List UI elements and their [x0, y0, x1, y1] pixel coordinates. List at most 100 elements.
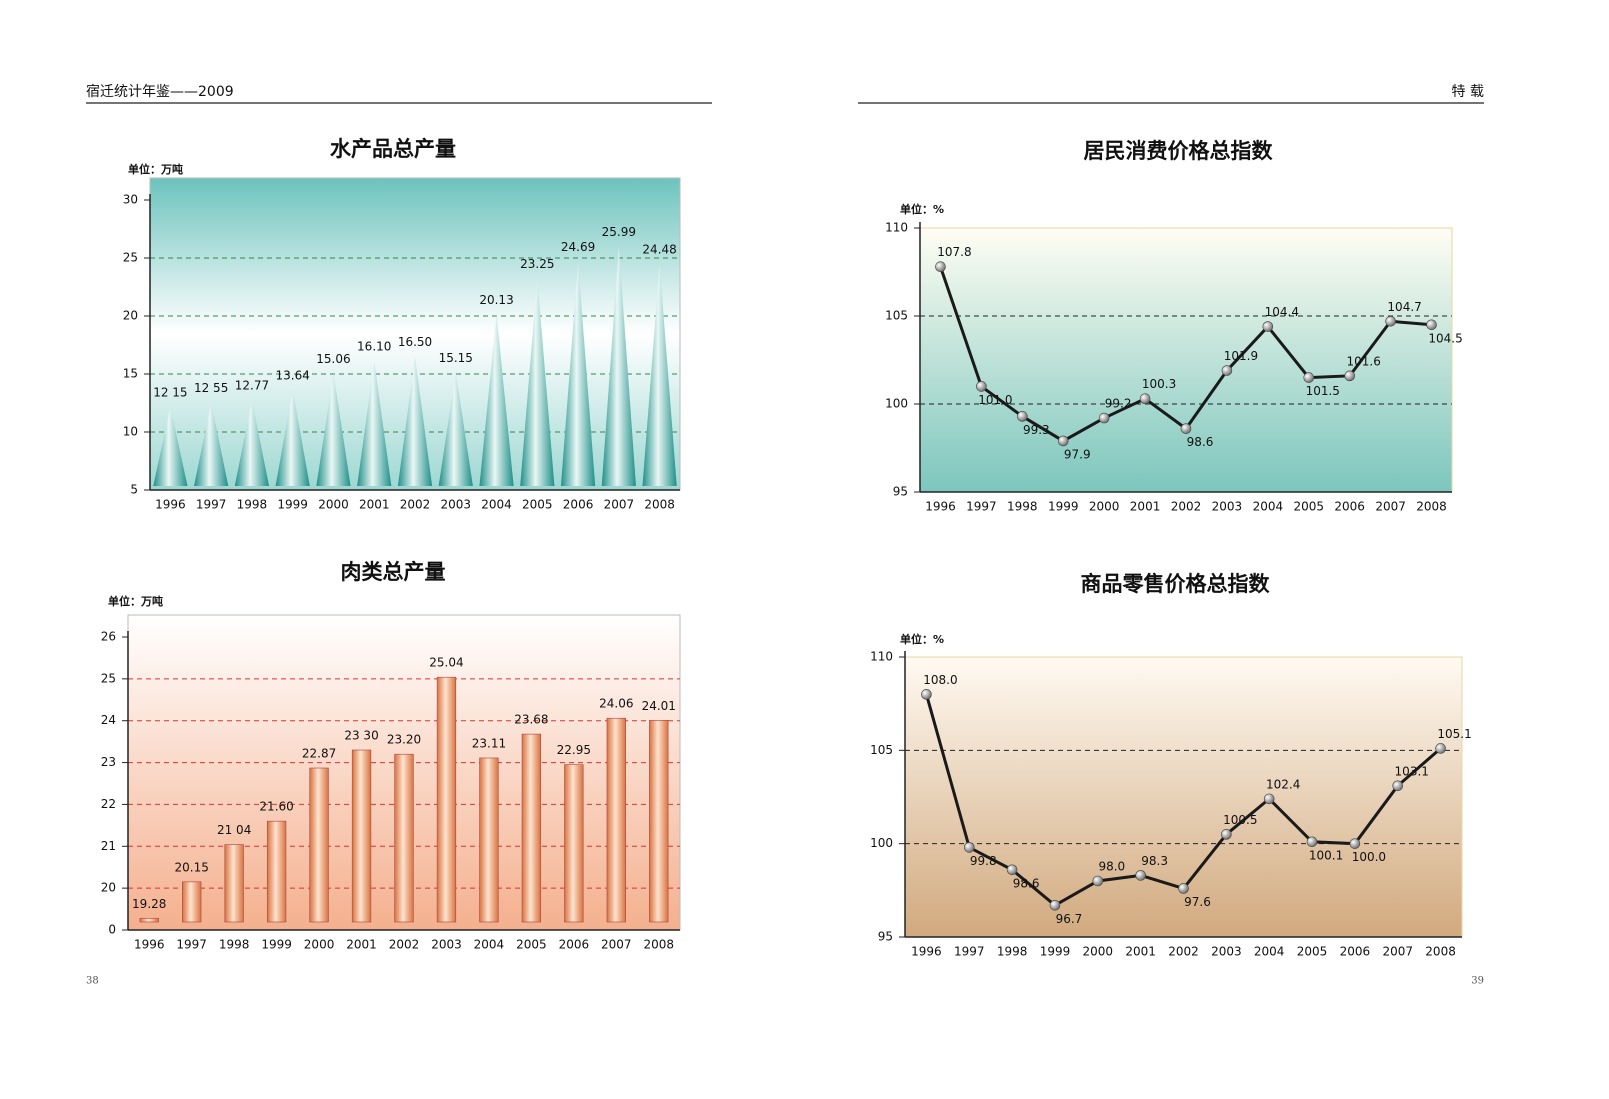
y-tick-label: 105	[885, 309, 908, 323]
y-tick-label: 95	[893, 485, 908, 499]
bar	[351, 749, 372, 923]
y-tick-label: 22	[101, 797, 116, 811]
value-label: 100.3	[1142, 377, 1176, 391]
value-label: 20.13	[479, 293, 513, 307]
value-label: 12 15	[153, 386, 187, 400]
bar	[266, 820, 287, 923]
x-tick-label: 2000	[1089, 500, 1120, 514]
page-number: 38	[86, 976, 99, 987]
value-label: 100.1	[1309, 848, 1343, 862]
point	[976, 381, 987, 392]
x-tick-label: 2003	[1211, 945, 1242, 959]
point	[1221, 365, 1233, 376]
point	[1392, 780, 1404, 792]
cone	[316, 373, 351, 486]
value-label: 20.15	[175, 860, 209, 874]
x-tick-label: 2005	[516, 938, 547, 952]
point	[1349, 838, 1361, 849]
cone	[357, 361, 392, 486]
x-tick-label: 2004	[1254, 945, 1285, 959]
x-tick-label: 2000	[318, 498, 349, 512]
x-tick-label: 2007	[1375, 500, 1406, 514]
value-label: 15.06	[316, 352, 350, 366]
y-tick-label: 25	[101, 671, 116, 685]
cone	[520, 278, 555, 486]
point	[1049, 899, 1061, 911]
x-tick-label: 2003	[440, 498, 471, 512]
y-tick-label: 21	[101, 839, 116, 853]
x-tick-label: 1999	[1048, 500, 1079, 514]
value-label: 25.99	[602, 225, 636, 239]
value-label: 23.11	[472, 736, 506, 750]
x-tick-label: 2004	[1253, 500, 1284, 514]
x-tick-label: 2000	[304, 938, 335, 952]
value-label: 99.2	[1105, 397, 1132, 411]
value-label: 104.5	[1428, 331, 1462, 345]
x-tick-label: 1997	[176, 938, 207, 952]
value-label: 19.28	[132, 897, 166, 911]
bar	[139, 917, 159, 923]
value-label: 104.7	[1387, 300, 1421, 314]
value-label: 23 30	[344, 729, 378, 743]
x-tick-label: 2005	[1297, 945, 1328, 959]
cone	[560, 261, 596, 486]
bar	[521, 733, 542, 923]
value-label: 22.87	[302, 747, 336, 761]
value-label: 21.60	[259, 800, 293, 814]
value-label: 16.10	[357, 340, 391, 354]
y-tick-label: 20	[123, 309, 138, 323]
y-tick-label: 110	[885, 221, 908, 235]
value-label: 98.0	[1098, 860, 1125, 874]
x-tick-label: 2001	[1125, 945, 1156, 959]
value-label: 25.04	[429, 656, 463, 670]
unit-label: 单位：%	[900, 632, 944, 646]
x-tick-label: 2002	[389, 938, 420, 952]
value-label: 23.68	[514, 713, 548, 727]
point	[1262, 321, 1274, 332]
y-tick-label: 95	[878, 930, 893, 944]
value-label: 15.15	[439, 351, 473, 365]
point	[1098, 412, 1110, 424]
value-label: 99.8	[970, 854, 997, 868]
cone	[275, 389, 310, 486]
bar	[479, 757, 499, 923]
value-label: 96.7	[1056, 912, 1083, 926]
x-tick-label: 2007	[604, 498, 635, 512]
x-tick-label: 2006	[563, 498, 594, 512]
point	[1180, 423, 1192, 434]
y-tick-label: 25	[123, 251, 138, 265]
x-tick-label: 2001	[359, 498, 390, 512]
value-label: 13.64	[276, 368, 310, 382]
x-tick-label: 1998	[997, 945, 1028, 959]
point	[1178, 883, 1189, 894]
x-tick-label: 1999	[261, 938, 292, 952]
x-tick-label: 2000	[1083, 945, 1114, 959]
y-tick-label: 5	[130, 483, 138, 497]
x-tick-label: 2005	[522, 498, 553, 512]
chart-title: 水产品总产量	[330, 137, 456, 161]
bar	[224, 844, 244, 923]
y-tick-label: 105	[870, 743, 893, 757]
point	[1135, 870, 1146, 881]
point	[935, 261, 946, 273]
x-tick-label: 1998	[237, 498, 268, 512]
value-label: 22.95	[557, 743, 591, 757]
chart-title: 商品零售价格总指数	[1081, 572, 1271, 596]
value-label: 101.6	[1347, 354, 1381, 368]
cone	[601, 246, 636, 486]
x-tick-label: 2006	[559, 938, 590, 952]
y-tick-label: 110	[870, 650, 893, 664]
value-label: 103.1	[1395, 764, 1429, 778]
point	[921, 689, 932, 700]
x-tick-label: 1999	[1040, 945, 1071, 959]
value-label: 97.6	[1184, 895, 1211, 909]
x-tick-label: 1996	[134, 938, 165, 952]
point	[1303, 372, 1315, 383]
y-tick-label: 30	[123, 193, 138, 207]
value-label: 24.06	[599, 697, 633, 711]
y-tick-label: 100	[885, 397, 908, 411]
value-label: 101.9	[1224, 349, 1258, 363]
value-label: 12 55	[194, 381, 228, 395]
y-tick-label: 10	[123, 425, 138, 439]
